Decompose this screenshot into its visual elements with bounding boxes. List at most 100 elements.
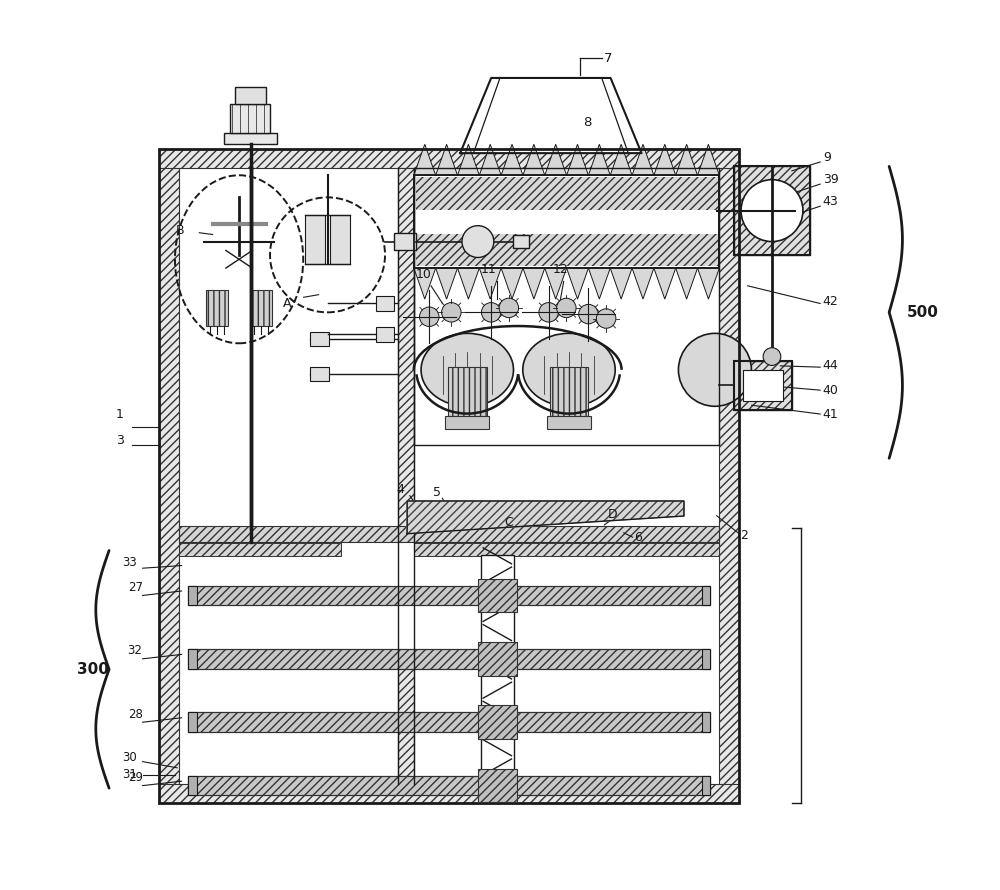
Bar: [179, 526, 719, 542]
Text: 500: 500: [907, 305, 939, 320]
Text: 31: 31: [122, 768, 137, 781]
Ellipse shape: [421, 334, 513, 407]
Text: 33: 33: [122, 555, 137, 569]
Polygon shape: [698, 144, 719, 175]
Text: 42: 42: [823, 295, 839, 308]
Text: 30: 30: [122, 750, 137, 764]
Polygon shape: [436, 144, 457, 175]
Circle shape: [481, 303, 501, 322]
Text: 5: 5: [433, 486, 441, 498]
Bar: [719, 149, 739, 803]
Bar: [159, 149, 739, 168]
Bar: [188, 776, 710, 796]
Bar: [414, 168, 719, 445]
Text: 32: 32: [128, 644, 143, 658]
Bar: [179, 544, 341, 556]
Bar: [414, 175, 719, 268]
Polygon shape: [632, 144, 654, 175]
Ellipse shape: [523, 334, 615, 407]
Polygon shape: [654, 144, 676, 175]
Bar: [235, 87, 266, 104]
Bar: [478, 578, 517, 612]
Polygon shape: [501, 144, 523, 175]
Bar: [206, 290, 228, 326]
Circle shape: [596, 309, 616, 328]
Polygon shape: [457, 268, 479, 299]
Bar: [547, 416, 591, 429]
Bar: [734, 361, 792, 409]
Bar: [188, 649, 197, 668]
Polygon shape: [407, 501, 684, 534]
Text: 10: 10: [416, 268, 432, 281]
Polygon shape: [545, 144, 567, 175]
Text: 4: 4: [397, 483, 404, 496]
Polygon shape: [501, 268, 523, 299]
Bar: [159, 149, 739, 803]
Circle shape: [763, 348, 781, 366]
Polygon shape: [588, 268, 610, 299]
Bar: [188, 713, 197, 732]
Polygon shape: [479, 268, 501, 299]
Polygon shape: [436, 268, 457, 299]
Bar: [702, 776, 710, 796]
Polygon shape: [545, 268, 567, 299]
Bar: [376, 296, 394, 311]
Text: 44: 44: [823, 359, 839, 372]
Circle shape: [499, 298, 519, 318]
Ellipse shape: [678, 334, 751, 407]
Bar: [445, 416, 489, 429]
Text: 9: 9: [823, 151, 831, 164]
Circle shape: [442, 303, 461, 322]
Bar: [734, 361, 792, 409]
Polygon shape: [523, 144, 545, 175]
Bar: [305, 215, 325, 263]
Text: C: C: [504, 515, 513, 529]
Circle shape: [462, 226, 494, 257]
Bar: [734, 166, 810, 255]
Bar: [513, 235, 529, 247]
Bar: [188, 649, 710, 668]
Bar: [188, 586, 197, 605]
Polygon shape: [414, 144, 436, 175]
Bar: [188, 776, 197, 796]
Bar: [743, 370, 783, 401]
Bar: [398, 666, 414, 784]
Bar: [702, 713, 710, 732]
Polygon shape: [460, 78, 642, 153]
Bar: [398, 168, 414, 529]
Bar: [702, 586, 710, 605]
Bar: [734, 166, 810, 255]
Text: 28: 28: [128, 708, 143, 721]
Text: 11: 11: [481, 263, 496, 277]
Circle shape: [420, 307, 439, 327]
Circle shape: [741, 180, 803, 241]
Polygon shape: [632, 268, 654, 299]
Bar: [414, 544, 719, 556]
Bar: [310, 368, 329, 381]
Bar: [483, 557, 511, 782]
Polygon shape: [567, 144, 588, 175]
Bar: [159, 784, 739, 803]
Bar: [478, 769, 517, 803]
Bar: [188, 586, 710, 605]
Circle shape: [539, 303, 558, 322]
Bar: [478, 706, 517, 739]
Text: D: D: [608, 508, 618, 521]
Bar: [478, 642, 517, 676]
Bar: [376, 328, 394, 342]
Polygon shape: [567, 268, 588, 299]
Circle shape: [557, 298, 576, 318]
Text: B: B: [175, 223, 184, 237]
Polygon shape: [610, 268, 632, 299]
Text: 7: 7: [604, 52, 613, 65]
Bar: [330, 215, 350, 263]
Text: 6: 6: [634, 530, 642, 544]
Text: 27: 27: [128, 581, 143, 594]
Circle shape: [579, 304, 598, 324]
Text: 12: 12: [552, 263, 568, 277]
Polygon shape: [523, 268, 545, 299]
Bar: [448, 368, 487, 416]
Polygon shape: [610, 144, 632, 175]
Bar: [159, 149, 179, 803]
Bar: [414, 175, 719, 268]
